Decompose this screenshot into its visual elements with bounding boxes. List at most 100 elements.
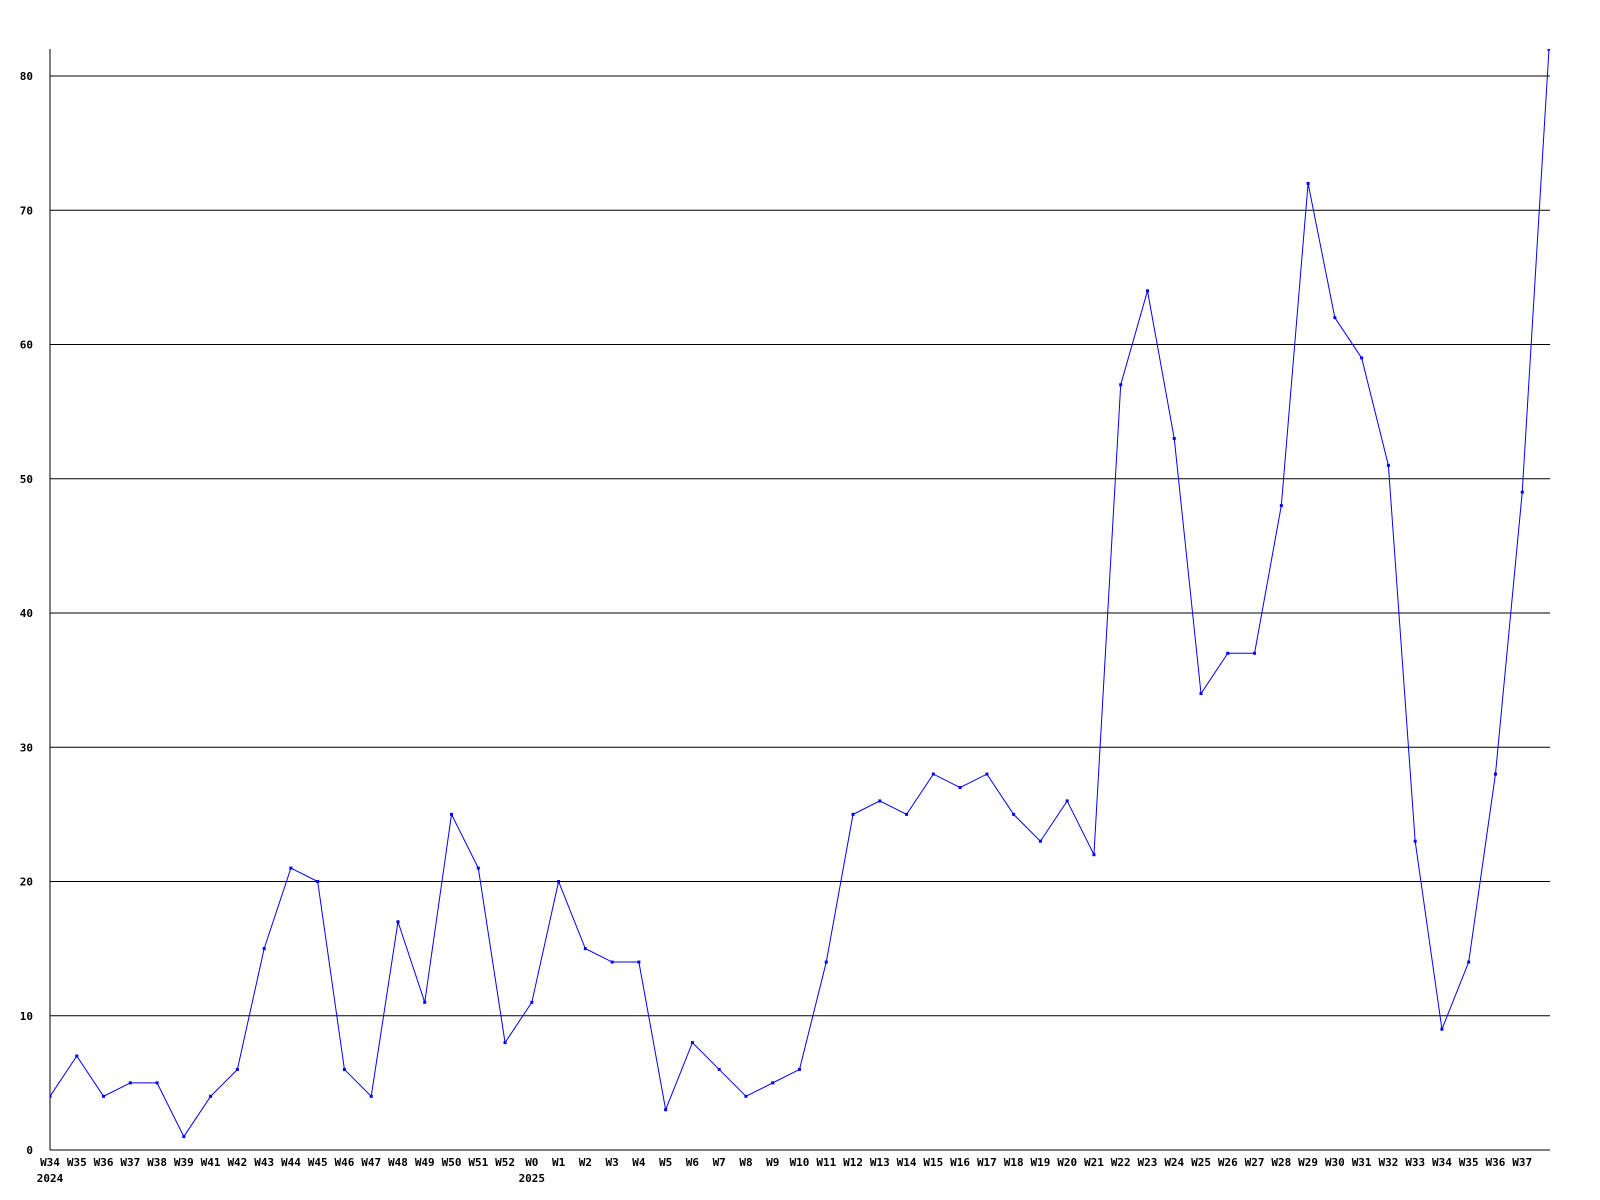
x-tick-label: W23 <box>1138 1156 1158 1169</box>
data-point <box>476 866 480 870</box>
data-point <box>690 1041 694 1045</box>
x-tick-label: W16 <box>950 1156 970 1169</box>
x-tick-label: W36 <box>94 1156 114 1169</box>
x-tick-label: W36 <box>1486 1156 1506 1169</box>
data-point <box>316 880 320 883</box>
x-tick-label: W20 <box>1057 1156 1077 1169</box>
data-point <box>423 1000 427 1004</box>
x-tick-label: W41 <box>201 1156 221 1169</box>
x-tick-label: W28 <box>1271 1156 1291 1169</box>
data-point <box>771 1081 775 1085</box>
data-point <box>450 812 454 816</box>
data-point <box>50 1094 52 1098</box>
x-tick-label: W47 <box>361 1156 381 1169</box>
x-tick-label: W50 <box>442 1156 462 1169</box>
data-point <box>1306 181 1310 185</box>
data-point <box>1253 651 1257 655</box>
data-point <box>1386 463 1390 467</box>
data-point <box>931 772 935 776</box>
data-point <box>262 947 266 951</box>
gridlines <box>50 75 1550 1017</box>
x-tick-label: W31 <box>1352 1156 1372 1169</box>
x-tick-label: W18 <box>1004 1156 1024 1169</box>
data-point <box>128 1081 132 1085</box>
data-point <box>289 866 293 870</box>
data-point <box>985 772 989 776</box>
data-point <box>905 812 909 816</box>
x-tick-label: W34 <box>40 1156 60 1169</box>
x-tick-label: W5 <box>659 1156 672 1169</box>
data-point <box>1119 383 1123 387</box>
x-tick-label: W35 <box>67 1156 87 1169</box>
y-tick-label: 0 <box>26 1144 33 1157</box>
series-path <box>50 49 1550 1138</box>
x-tick-label: W4 <box>632 1156 646 1169</box>
x-tick-label: W0 <box>525 1156 538 1169</box>
data-point <box>209 1094 213 1098</box>
x-tick-label: W12 <box>843 1156 863 1169</box>
data-point <box>1145 289 1149 293</box>
data-point <box>182 1135 186 1139</box>
data-point <box>342 1067 346 1071</box>
y-tick-label: 60 <box>20 339 33 352</box>
x-tick-label: W37 <box>1512 1156 1532 1169</box>
x-tick-label: W46 <box>335 1156 355 1169</box>
data-point <box>1333 316 1337 320</box>
x-tick-label: W15 <box>923 1156 943 1169</box>
x-tick-label: W29 <box>1298 1156 1318 1169</box>
y-axis-ticks: 0 10 20 30 40 50 60 70 80 <box>20 70 33 1157</box>
y-tick-label: 80 <box>20 70 33 83</box>
data-point <box>503 1041 507 1045</box>
x-tick-label: W35 <box>1459 1156 1479 1169</box>
data-point <box>1226 651 1230 655</box>
x-tick-label: W44 <box>281 1156 301 1169</box>
x-tick-label: W38 <box>147 1156 167 1169</box>
x-tick-label: W26 <box>1218 1156 1238 1169</box>
y-tick-label: 20 <box>20 876 33 889</box>
data-point <box>1172 436 1176 440</box>
y-tick-label: 10 <box>20 1010 33 1023</box>
x-tick-label: W48 <box>388 1156 408 1169</box>
x-tick-label: W10 <box>790 1156 810 1169</box>
year-label: 2024 <box>37 1172 64 1185</box>
data-point <box>824 960 828 964</box>
x-tick-label: W22 <box>1111 1156 1131 1169</box>
data-point <box>851 812 855 816</box>
x-tick-label: W33 <box>1405 1156 1425 1169</box>
x-tick-label: W6 <box>686 1156 700 1169</box>
x-tick-label: W1 <box>552 1156 566 1169</box>
data-point <box>1092 853 1096 857</box>
x-tick-label: W27 <box>1245 1156 1265 1169</box>
data-point <box>798 1067 801 1071</box>
x-tick-label: W3 <box>606 1156 619 1169</box>
x-tick-label: W8 <box>739 1156 752 1169</box>
y-tick-label: 70 <box>20 204 33 217</box>
data-point <box>155 1081 159 1085</box>
data-point <box>1547 49 1550 51</box>
x-tick-label: W45 <box>308 1156 328 1169</box>
data-point <box>75 1054 79 1058</box>
y-tick-label: 50 <box>20 473 33 486</box>
data-point <box>637 960 641 964</box>
data-point <box>744 1094 748 1098</box>
x-tick-label: W34 <box>1432 1156 1452 1169</box>
x-tick-label: W11 <box>816 1156 836 1169</box>
data-point <box>557 880 561 883</box>
x-tick-label: W13 <box>870 1156 890 1169</box>
year-label: 2025 <box>519 1172 546 1185</box>
x-tick-label: W32 <box>1378 1156 1398 1169</box>
data-point <box>1038 839 1042 843</box>
x-tick-label: W49 <box>415 1156 435 1169</box>
data-point <box>1520 490 1524 494</box>
data-point <box>1493 772 1497 776</box>
x-tick-label: W19 <box>1030 1156 1050 1169</box>
x-tick-label: W43 <box>254 1156 274 1169</box>
x-tick-label: W30 <box>1325 1156 1345 1169</box>
x-tick-label: W42 <box>227 1156 247 1169</box>
x-axis-ticks: W34 W35 W36 W37 W38 W39 W41 W42 W43 W44 W45 W46 W47 W… <box>37 1156 1532 1185</box>
x-tick-label: W51 <box>468 1156 488 1169</box>
data-point <box>530 1000 534 1004</box>
data-point <box>1279 504 1283 508</box>
data-point <box>717 1067 721 1071</box>
